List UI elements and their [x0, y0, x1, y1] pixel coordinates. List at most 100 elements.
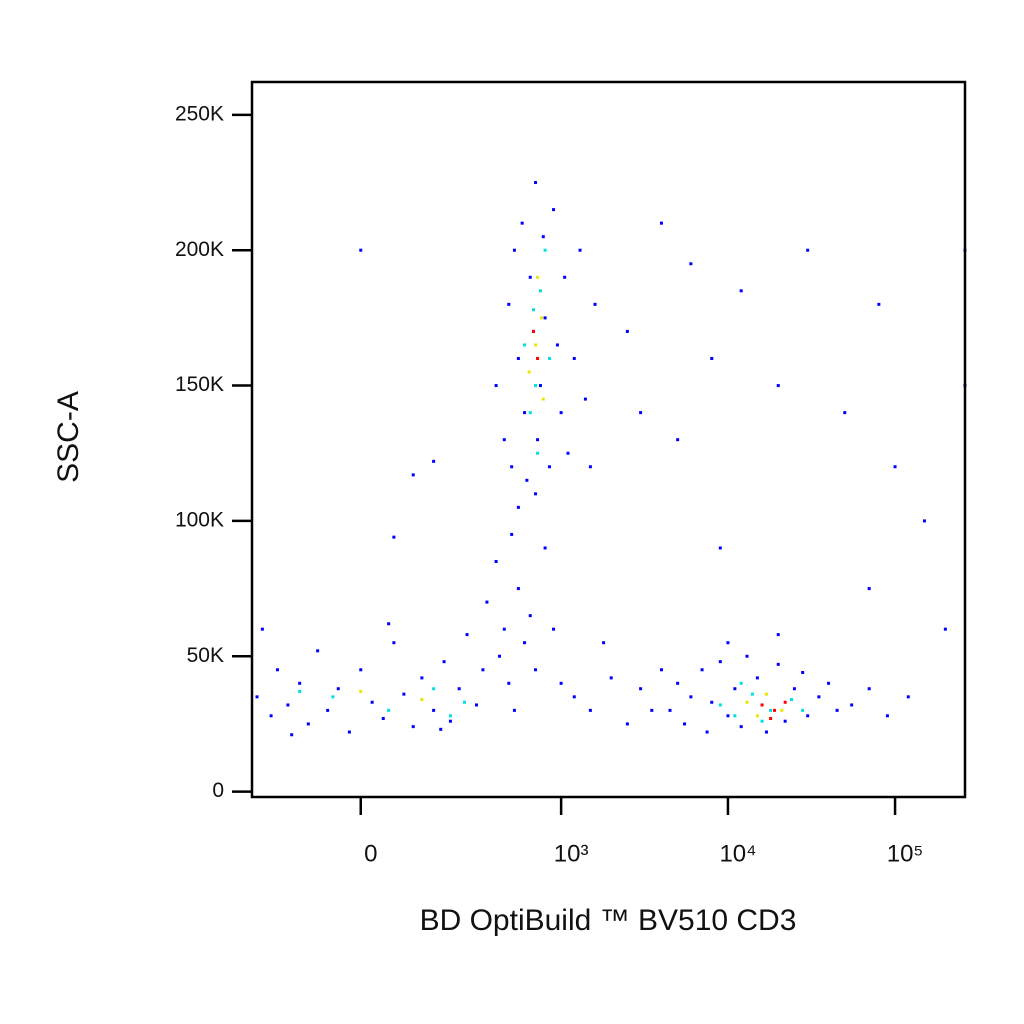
point	[510, 532, 514, 536]
point	[543, 248, 547, 252]
point	[502, 627, 506, 631]
point	[650, 708, 654, 712]
point	[538, 289, 542, 293]
point	[750, 692, 754, 696]
point	[475, 703, 479, 707]
point	[485, 600, 489, 604]
point	[552, 627, 556, 631]
point	[527, 370, 531, 374]
point	[739, 681, 743, 685]
point	[867, 587, 871, 591]
point	[269, 714, 273, 718]
point	[512, 248, 516, 252]
point	[402, 692, 406, 696]
point	[792, 687, 796, 691]
point	[547, 356, 551, 360]
point	[733, 687, 737, 691]
point	[510, 465, 514, 469]
point	[411, 725, 415, 729]
point	[710, 700, 714, 704]
point	[764, 730, 768, 734]
point	[316, 649, 320, 653]
point	[502, 438, 506, 442]
point	[547, 465, 551, 469]
point	[566, 451, 570, 455]
point	[528, 411, 532, 415]
point	[689, 262, 693, 266]
point	[534, 668, 538, 672]
point	[507, 681, 511, 685]
point	[659, 221, 663, 225]
point	[536, 275, 540, 279]
plot-frame	[250, 80, 967, 799]
point	[639, 411, 643, 415]
y-tick-label: 100K	[175, 508, 224, 531]
point	[420, 676, 424, 680]
point	[783, 719, 787, 723]
x-axis-label: BD OptiBuild ™ BV510 CD3	[420, 904, 797, 937]
point	[776, 384, 780, 388]
point	[439, 727, 443, 731]
point	[541, 397, 545, 401]
point	[718, 703, 722, 707]
x-tick-label: 0	[364, 840, 377, 867]
point	[659, 668, 663, 672]
y-tick-label: 250K	[175, 102, 224, 125]
point	[625, 329, 629, 333]
point	[572, 356, 576, 360]
point	[534, 181, 538, 185]
point	[336, 687, 340, 691]
point	[432, 708, 436, 712]
point	[290, 733, 294, 737]
point	[539, 316, 543, 320]
point	[563, 275, 567, 279]
point	[523, 641, 527, 645]
point	[331, 695, 335, 699]
point	[726, 714, 730, 718]
point	[387, 708, 391, 712]
point	[494, 560, 498, 564]
point	[298, 681, 302, 685]
point	[755, 714, 759, 718]
point	[381, 717, 385, 721]
point	[523, 343, 527, 347]
point	[588, 708, 592, 712]
point	[392, 641, 396, 645]
point	[465, 633, 469, 637]
point	[534, 343, 538, 347]
point	[760, 703, 764, 707]
point	[755, 676, 759, 680]
point	[625, 722, 629, 726]
point	[432, 459, 436, 463]
point	[760, 719, 764, 723]
point	[943, 627, 947, 631]
point	[668, 708, 672, 712]
point	[387, 622, 391, 626]
points	[255, 181, 967, 737]
point	[801, 670, 805, 674]
point	[286, 703, 290, 707]
point	[528, 275, 532, 279]
point	[538, 384, 542, 388]
point	[531, 308, 535, 312]
point	[536, 451, 540, 455]
point	[543, 316, 547, 320]
point	[536, 438, 540, 442]
point	[843, 411, 847, 415]
point	[739, 725, 743, 729]
point	[583, 397, 587, 401]
y-tick-label: 50K	[187, 644, 224, 667]
point	[359, 248, 363, 252]
y-tick-label: 0	[212, 779, 224, 802]
point	[602, 641, 606, 645]
point	[411, 473, 415, 477]
point	[783, 700, 787, 704]
point	[689, 695, 693, 699]
x-tick-label: 10³	[554, 840, 589, 867]
point	[359, 689, 363, 693]
point	[448, 719, 452, 723]
point	[255, 695, 259, 699]
